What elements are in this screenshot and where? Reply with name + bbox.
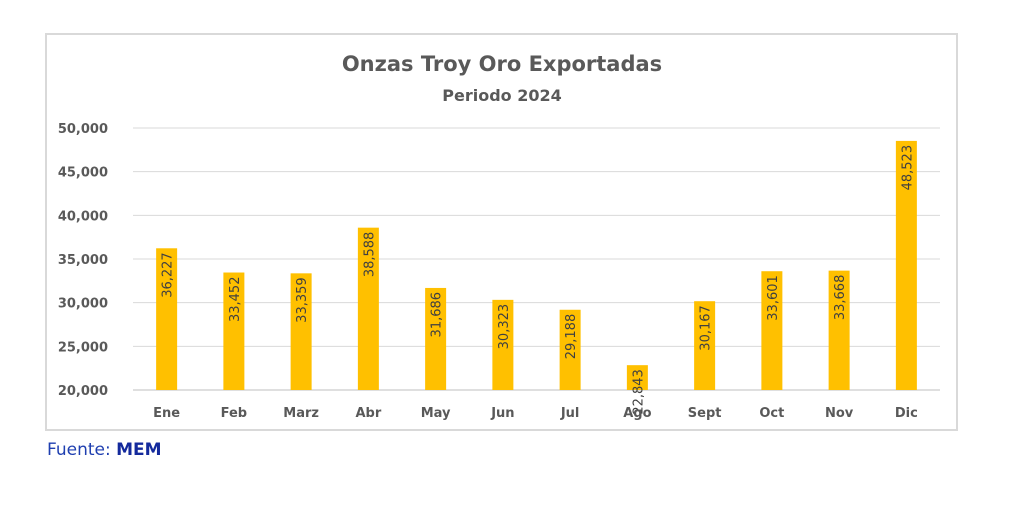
x-tick-label: Marz <box>283 406 319 421</box>
bar <box>290 273 312 390</box>
bar <box>626 365 648 390</box>
x-tick-label: Nov <box>825 406 854 421</box>
data-label: 29,188 <box>564 314 579 360</box>
source-prefix: Fuente: <box>47 440 117 460</box>
x-tick-label: Ene <box>153 406 180 421</box>
bar <box>492 299 514 390</box>
bar <box>761 271 783 390</box>
source-note: Fuente: MEM <box>47 440 162 460</box>
y-tick-label: 20,000 <box>58 384 108 399</box>
x-tick-label: Dic <box>895 406 918 421</box>
data-label: 48,523 <box>900 145 915 191</box>
y-tick-label: 50,000 <box>58 122 108 137</box>
data-label: 36,227 <box>161 252 176 297</box>
y-tick-label: 35,000 <box>58 253 108 268</box>
source-name: MEM <box>116 440 162 460</box>
bar <box>895 140 917 390</box>
data-label: 33,359 <box>295 277 310 323</box>
x-tick-label: Jul <box>560 406 580 421</box>
bar <box>828 270 850 390</box>
bar <box>694 301 716 390</box>
data-label: 30,323 <box>497 304 512 350</box>
bar <box>223 272 245 390</box>
data-label: 22,843 <box>631 369 646 415</box>
bar <box>156 248 178 390</box>
x-tick-label: Abr <box>355 406 381 421</box>
data-label: 30,167 <box>699 305 714 351</box>
x-tick-label: May <box>421 406 451 421</box>
y-tick-label: 40,000 <box>58 209 108 224</box>
y-tick-label: 45,000 <box>58 166 108 181</box>
data-label: 33,601 <box>766 275 781 321</box>
data-label: 33,668 <box>833 275 848 321</box>
y-tick-label: 25,000 <box>58 340 108 355</box>
bar <box>357 227 379 390</box>
data-label: 38,588 <box>362 232 377 278</box>
x-tick-label: Jun <box>490 406 514 421</box>
x-tick-label: Feb <box>221 406 247 421</box>
bar <box>559 309 581 390</box>
x-tick-label: Sept <box>688 406 722 421</box>
chart-subtitle: Periodo 2024 <box>442 86 562 105</box>
bar <box>425 287 447 390</box>
y-tick-label: 30,000 <box>58 297 108 312</box>
x-tick-label: Oct <box>759 406 784 421</box>
x-tick-label: Ago <box>623 406 651 421</box>
bar-chart: Onzas Troy Oro Exportadas Periodo 2024 2… <box>58 52 940 421</box>
data-label: 31,686 <box>430 292 445 338</box>
chart-title: Onzas Troy Oro Exportadas <box>342 52 662 76</box>
data-label: 33,452 <box>228 277 243 323</box>
